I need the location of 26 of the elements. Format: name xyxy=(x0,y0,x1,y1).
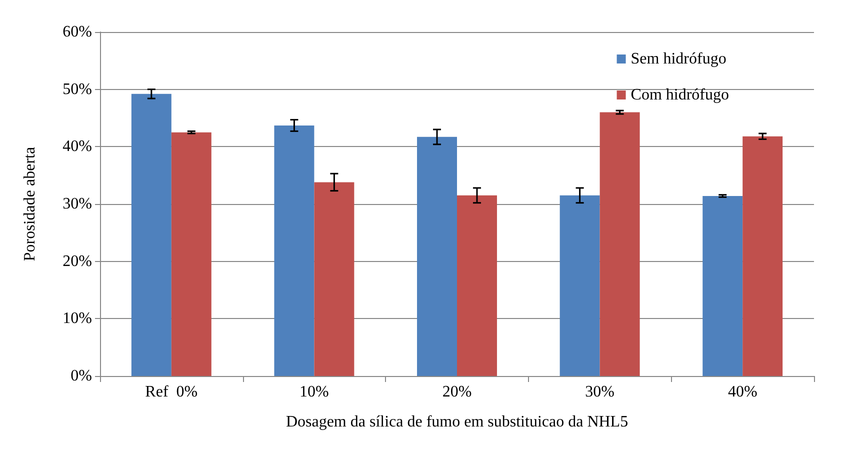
y-tick-label: 40% xyxy=(62,138,92,156)
x-tick-label: 40% xyxy=(728,384,758,400)
bar xyxy=(274,125,314,376)
x-tick-label: 30% xyxy=(585,384,614,400)
y-tick-label: 0% xyxy=(70,368,92,384)
x-axis-title: Dosagem da sílica de fumo em substituicao da NHL5 xyxy=(286,414,628,430)
y-axis-title: Porosidade aberta xyxy=(22,146,38,262)
x-tick-label: Ref 0% xyxy=(145,384,198,400)
y-tick-label: 30% xyxy=(62,196,92,212)
bar xyxy=(457,195,497,376)
bar xyxy=(171,132,212,376)
bar xyxy=(742,136,783,376)
legend-label: Sem hidrófugo xyxy=(630,50,726,68)
bar xyxy=(702,196,743,376)
x-tick-label: 20% xyxy=(442,384,472,400)
y-tick-label: 60% xyxy=(62,24,92,40)
bar xyxy=(131,94,172,376)
bar xyxy=(314,182,354,376)
x-tick-label: 10% xyxy=(300,384,329,400)
y-tick-label: 20% xyxy=(62,252,92,270)
legend-label: Com hidrófugo xyxy=(630,86,729,104)
bar xyxy=(417,136,457,376)
bar xyxy=(560,195,600,376)
bar xyxy=(600,112,640,376)
y-tick-label: 10% xyxy=(62,310,92,328)
y-tick-label: 50% xyxy=(62,80,92,98)
